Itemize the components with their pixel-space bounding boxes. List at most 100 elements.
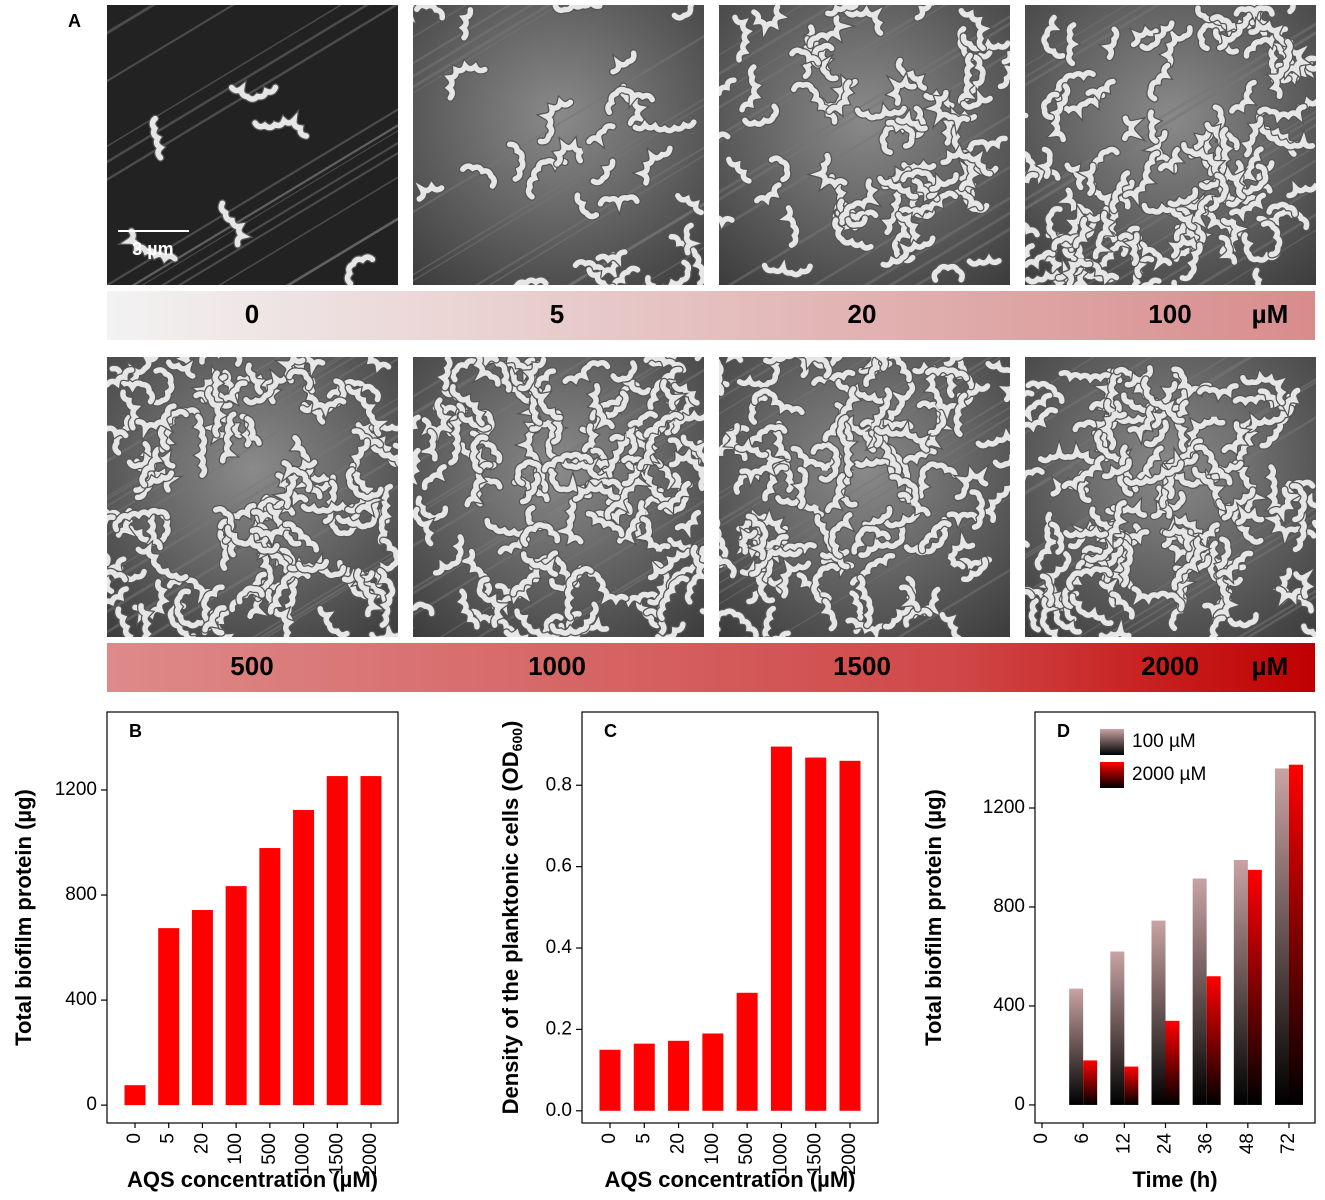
bacterium [1039,573,1055,607]
x-tick-label: 500 [259,1133,280,1165]
bacterium [1240,370,1287,406]
bacterium [365,537,398,587]
bacterium [657,575,690,622]
fiber [413,5,468,38]
bacterium [751,5,788,38]
bacterium [975,428,1010,449]
bacterium [683,222,701,256]
bacterium [112,507,170,533]
bacterium [586,123,616,147]
bacterium [1078,162,1096,197]
bacterium [874,421,930,453]
fiber [107,5,370,164]
bacterium [794,357,809,379]
bar [1069,988,1084,1105]
fiber [719,357,791,401]
x-tick-label: 1000 [770,1133,791,1175]
bacterium [1025,392,1053,424]
bacterium [1246,405,1294,433]
bacterium [552,5,603,14]
bacterium [768,155,791,183]
bacterium [947,532,976,570]
bacterium [1092,210,1115,260]
bacterium [954,466,989,500]
y-tick-label: 0.0 [546,1100,572,1121]
bar [736,992,758,1111]
bacterium [281,460,313,493]
bacterium [437,357,453,391]
bacterium [829,512,854,559]
fiber [888,211,1010,285]
bacterium [835,378,886,404]
plot-frame [1034,711,1316,1124]
bacterium [421,464,447,491]
bacterium [745,513,769,561]
bacterium [244,416,262,446]
bacterium [519,472,541,505]
bacterium [1085,78,1116,101]
bacterium [1058,187,1097,239]
fiber [567,202,704,285]
bacterium [549,601,599,636]
bacterium [762,464,789,502]
bacterium [587,383,615,430]
bacterium [562,359,611,385]
bacterium [811,369,856,386]
bacterium [1122,150,1160,205]
bacterium [779,205,800,248]
bacterium [635,516,671,553]
bacterium [236,585,265,605]
x-tick-label: 100 [702,1133,723,1165]
bacterium [415,181,445,202]
bacterium [1127,405,1158,443]
bar [1275,768,1289,1105]
sem-image [719,5,1010,285]
bacterium [619,83,647,127]
bacterium [1028,598,1041,633]
bacterium [610,360,638,383]
bacterium [344,254,376,285]
bacterium [655,621,686,637]
fiber [107,5,156,35]
bacterium [1130,25,1159,48]
bacterium [1179,242,1203,282]
bacterium [844,5,884,36]
bacterium [432,534,465,576]
bacterium [228,81,279,102]
fiber [413,34,704,214]
bacterium [1056,92,1106,119]
bacterium [564,565,594,621]
x-tick-label: 1000 [293,1133,314,1175]
fiber [413,98,704,276]
bacterium [528,378,563,421]
bacterium [883,491,921,529]
y-axis-label-part: 600 [509,728,525,752]
sem-content [1025,357,1316,637]
y-tick-label: 400 [993,995,1025,1016]
x-tick-label: 20 [191,1133,212,1154]
bacterium [1041,91,1060,121]
bacterium [1181,141,1224,177]
fiber [286,217,398,285]
bar [259,848,281,1106]
bacterium [205,386,227,438]
bacterium [855,574,874,629]
concentration-label: 2000 [1141,651,1199,681]
bacterium [880,235,936,268]
x-tick-label: 5 [633,1133,654,1144]
fiber [719,15,1010,194]
bacterium [1171,536,1209,591]
bacterium [1163,450,1199,500]
bacterium [1306,64,1316,72]
bacterium [1081,545,1110,569]
concentration-band [107,643,1315,692]
bacterium [1062,258,1093,285]
bacterium [929,172,959,192]
bacterium [645,259,692,285]
bacterium [252,112,310,139]
bacterium [903,607,933,628]
bacterium [482,357,499,371]
bar [360,776,382,1106]
bacterium [1025,249,1056,270]
bacterium [457,588,480,630]
